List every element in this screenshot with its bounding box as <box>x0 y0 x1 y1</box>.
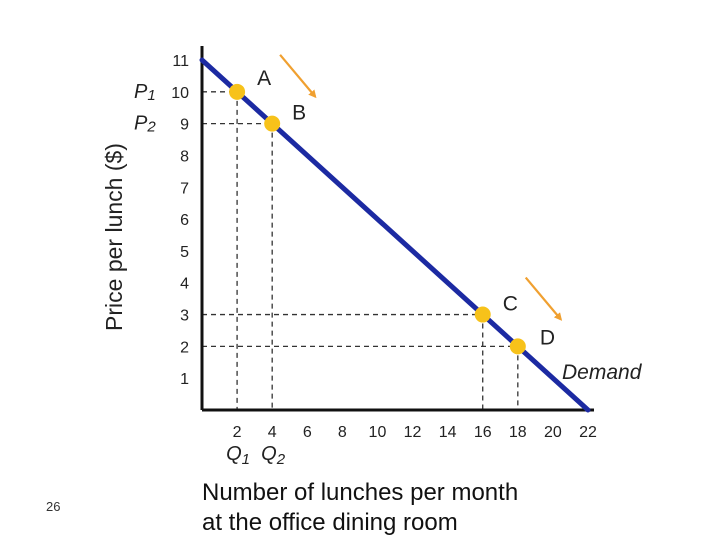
point-label: A <box>257 67 271 90</box>
movement-arrow <box>279 54 317 99</box>
x-tick-label: 8 <box>338 424 347 441</box>
y-tick-label: 2 <box>180 339 189 356</box>
point-a <box>229 83 246 100</box>
point-label: D <box>540 326 555 349</box>
point-label: B <box>292 102 306 125</box>
x-tick-label: 6 <box>303 424 312 441</box>
quantity-symbol-label: Q2 <box>261 443 286 468</box>
y-tick-label: 9 <box>180 117 189 134</box>
y-tick-label: 5 <box>180 244 189 261</box>
x-axis-label-line2: at the office dining room <box>202 509 458 536</box>
x-tick-label: 18 <box>509 424 527 441</box>
demand-label: Demand <box>562 361 643 384</box>
x-tick-label: 20 <box>544 424 562 441</box>
x-tick-label: 22 <box>579 424 597 441</box>
x-tick-label: 10 <box>369 424 387 441</box>
x-tick-label: 14 <box>439 424 457 441</box>
y-tick-label: 3 <box>180 308 189 325</box>
point-label: C <box>503 293 518 316</box>
x-tick-label: 2 <box>233 424 242 441</box>
y-tick-label: 8 <box>180 148 189 165</box>
x-tick-label: 4 <box>268 424 277 441</box>
x-axis-label-line1: Number of lunches per month <box>202 479 519 506</box>
x-axis-label: Number of lunches per month at the offic… <box>202 478 518 538</box>
price-symbol-label: P2 <box>134 113 156 136</box>
price-symbol-label: P1 <box>134 81 156 104</box>
x-tick-label: 16 <box>474 424 492 441</box>
slide-number: 26 <box>46 499 61 514</box>
demand-curve <box>199 57 591 413</box>
y-tick-label: 4 <box>180 276 189 293</box>
point-b <box>264 115 281 132</box>
point-c <box>474 306 491 323</box>
x-tick-label: 12 <box>404 424 422 441</box>
movement-arrow <box>524 276 563 321</box>
y-tick-label: 11 <box>172 53 189 70</box>
quantity-symbol-label: Q1 <box>226 443 250 468</box>
y-axis-label: Price per lunch ($) <box>101 143 127 331</box>
y-tick-label: 1 <box>180 371 189 388</box>
y-tick-label: 6 <box>180 212 189 229</box>
point-d <box>509 338 526 355</box>
y-tick-label: 7 <box>180 180 189 197</box>
y-tick-label: 10 <box>171 85 189 102</box>
